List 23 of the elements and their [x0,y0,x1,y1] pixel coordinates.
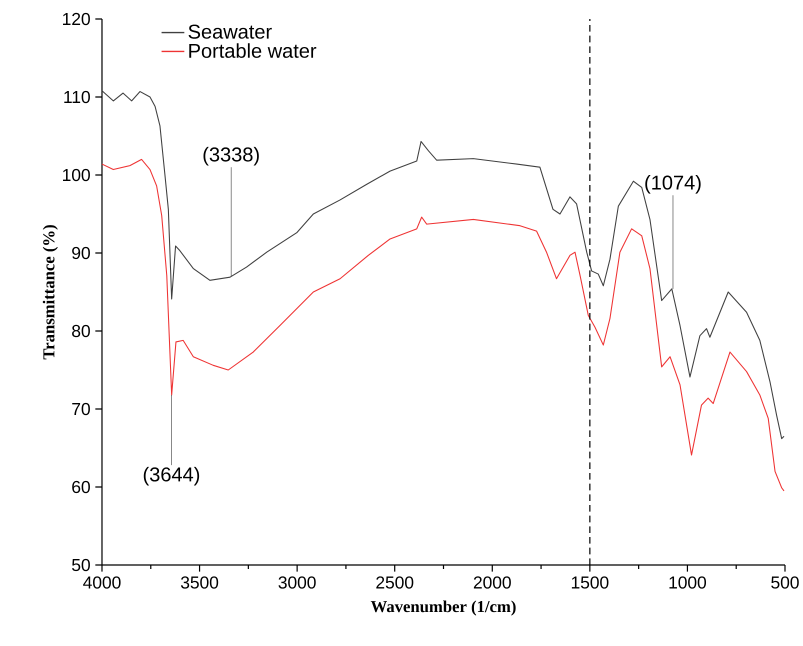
x-tick-label: 1500 [572,576,608,589]
x-axis-title: Wavenumber (1/cm) [370,600,516,616]
y-tick-label: 90 [72,246,90,260]
legend-label: Portable water [189,43,316,58]
x-tick-label: 3000 [278,576,316,589]
y-tick-label: 120 [63,12,90,26]
y-tick-label: 50 [72,558,90,572]
annotation: (3338) [204,146,259,166]
y-tick-label: 80 [72,324,90,338]
y-tick-label: 100 [63,168,90,182]
x-tick-label: 3500 [180,576,218,589]
x-tick-label: 1000 [669,576,706,589]
y-tick-label: 60 [72,480,90,494]
x-tick-label: 2000 [474,576,511,589]
y-tick-label: 110 [64,90,90,104]
x-tick-label: 2500 [376,576,414,589]
y-tick-label: 70 [72,402,90,416]
x-tick-label: 500 [771,576,799,589]
legend-label: Seawater [188,24,272,39]
x-tick-label: 4000 [83,576,121,589]
annotation: (3644) [144,466,200,486]
y-axis-title: Transmittance (%) [42,225,58,360]
annotation: (1074) [645,174,701,194]
